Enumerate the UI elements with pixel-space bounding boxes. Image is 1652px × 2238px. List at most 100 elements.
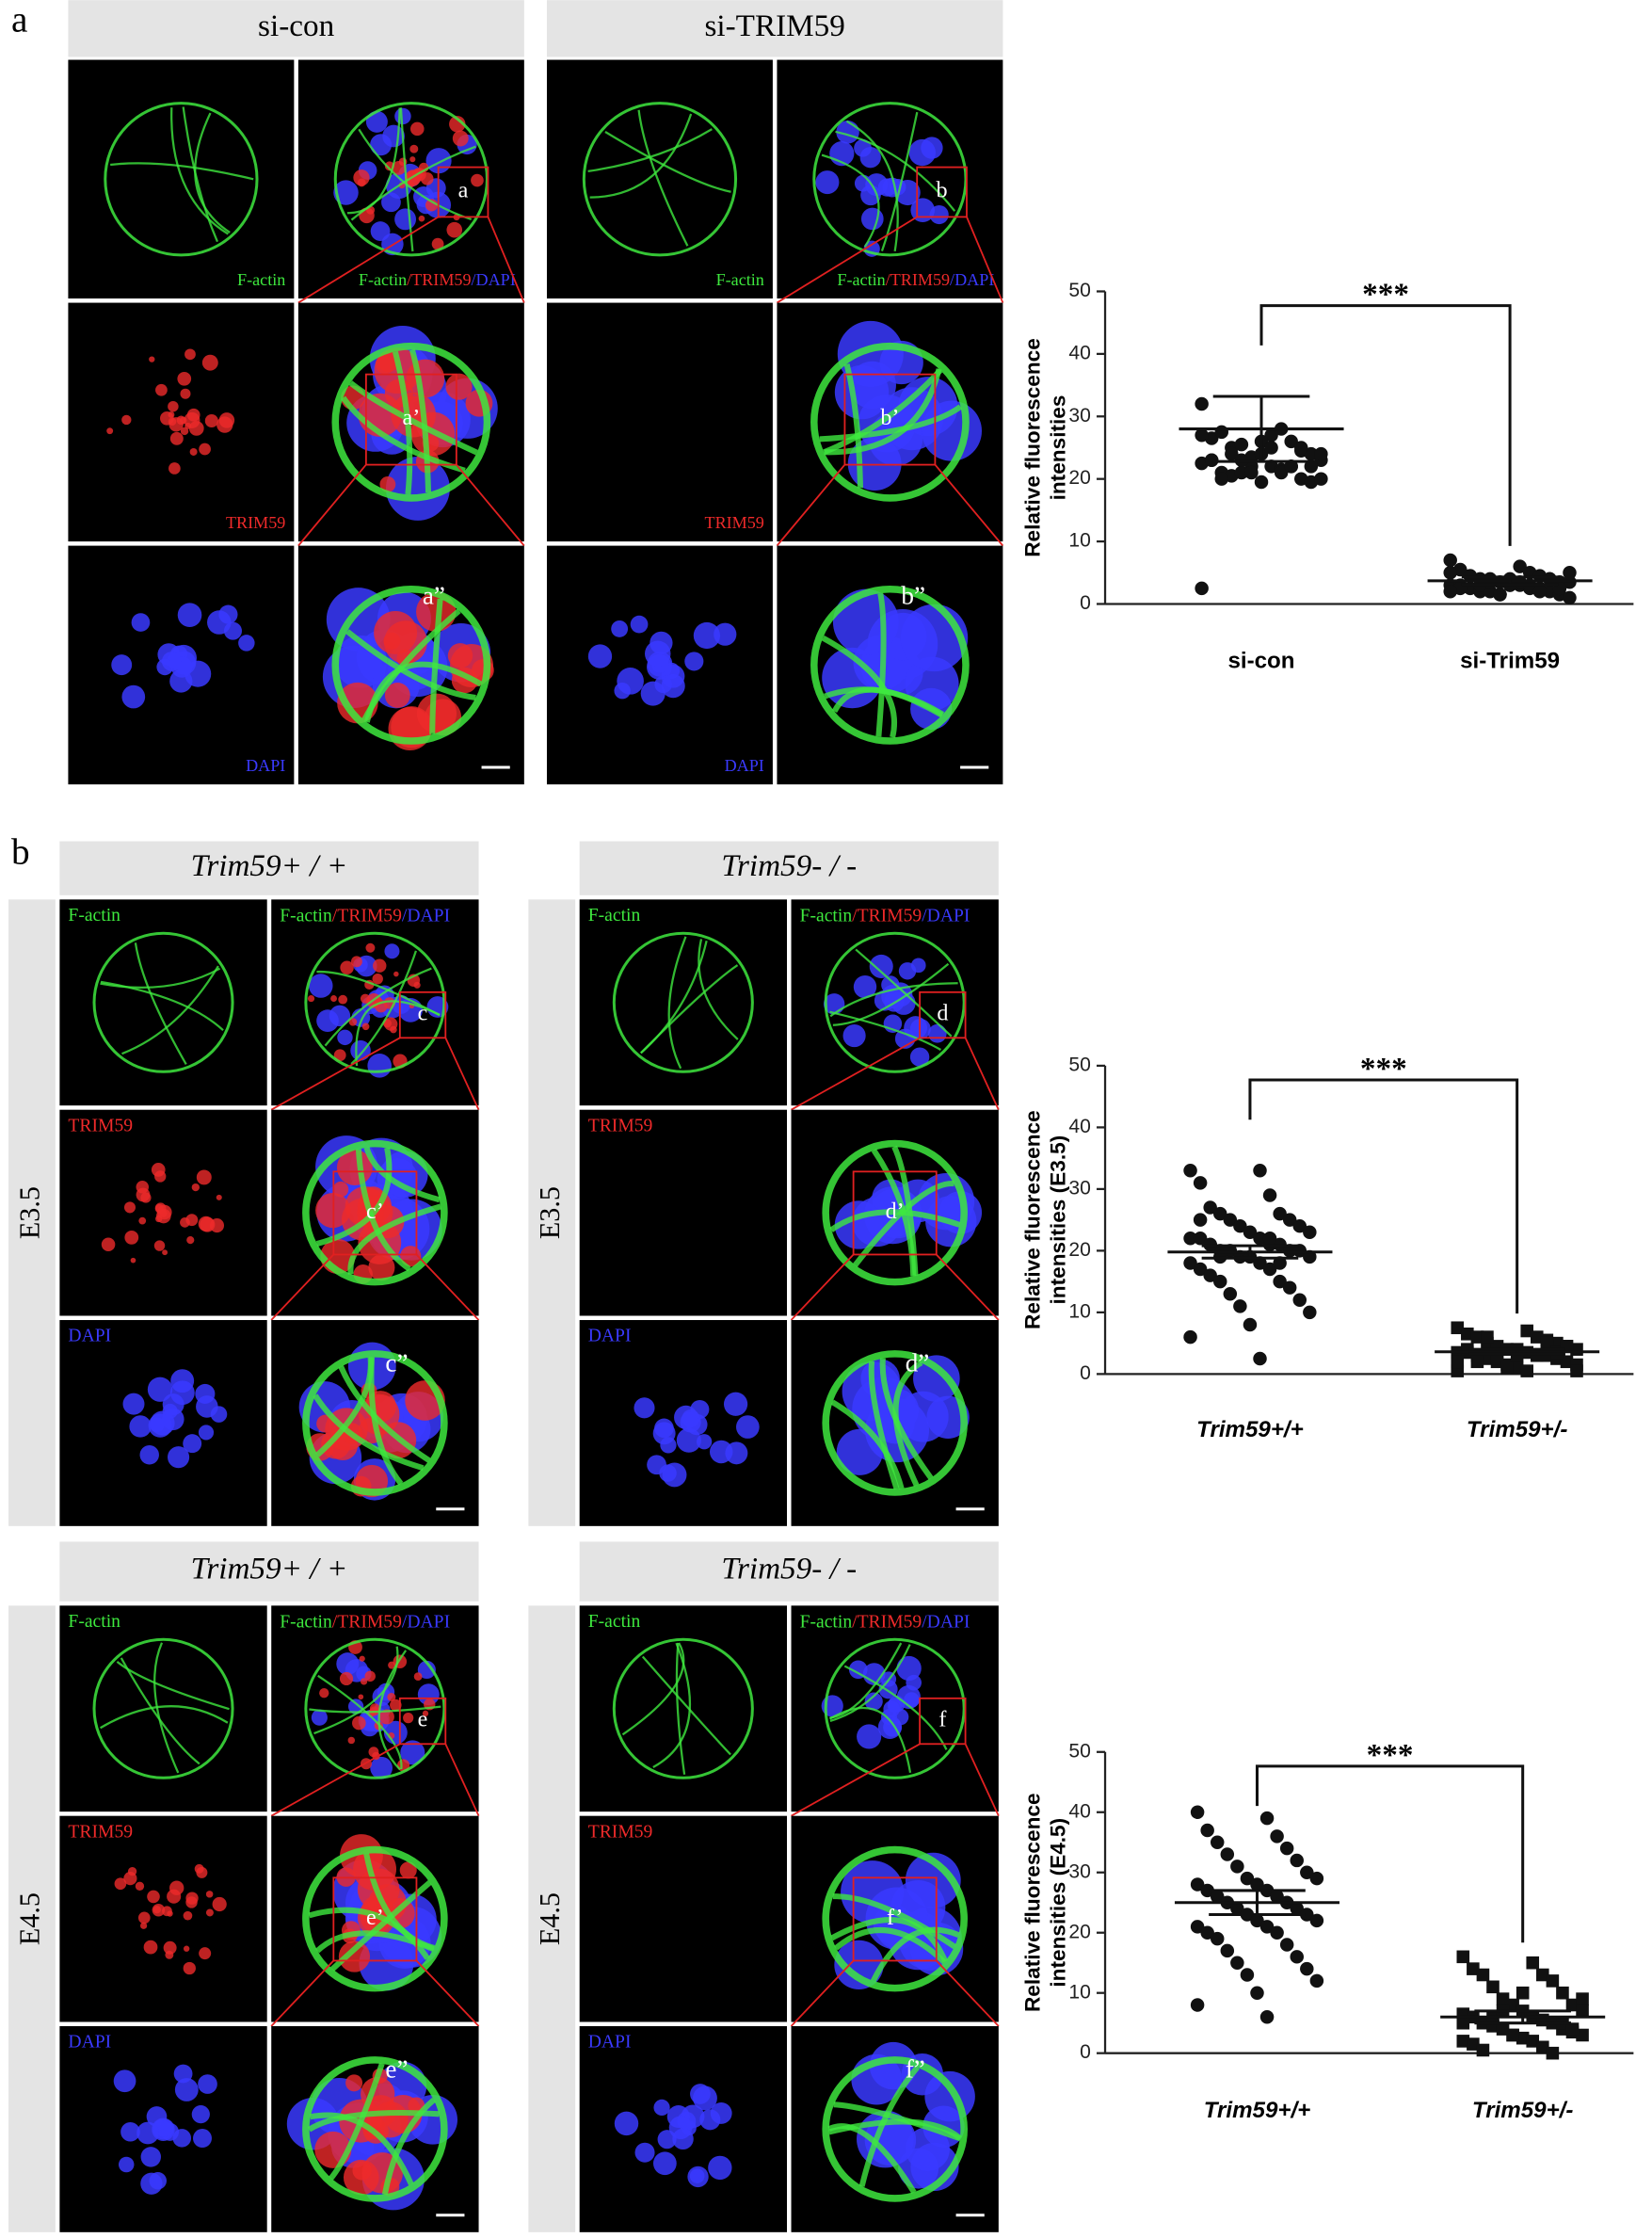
zoom-line [444,1037,480,1111]
channel-label: F-actin [237,270,285,289]
actin-fiber [358,128,473,221]
zoom-line [966,217,1004,303]
nucleus [853,974,877,999]
nucleus [162,1403,178,1419]
trim59-signal [359,1655,365,1662]
trim59-signal [101,1237,116,1251]
actin-fiber [828,2118,963,2141]
actin-fiber [153,1642,180,1774]
actin-fiber [853,1181,954,1267]
y-axis-label: intensities (E3.5) [1047,1135,1070,1305]
actin-fiber [182,106,219,243]
trim59-signal [140,1192,152,1203]
data-point [1213,1206,1227,1221]
y-tick-label: 30 [1068,405,1090,427]
actin-ring [302,1139,448,1286]
trim59-signal [390,1025,397,1034]
channel-label-part: /TRIM59 [407,270,471,289]
zoom-box [916,166,968,218]
data-point [1203,1268,1217,1282]
y-axis-label: Relative fluorescence [1021,1110,1045,1329]
actin-fiber [879,1358,934,1480]
nucleus [136,2121,159,2145]
channel-label-part: F-actin [359,270,407,289]
data-point [1234,465,1249,480]
data-point [1290,1950,1304,1964]
data-point [1493,588,1507,602]
actin-fiber [858,2065,920,2187]
data-point [1461,1328,1474,1341]
actin-fiber [100,980,224,1032]
channel-label: TRIM59 [588,1116,653,1135]
nucleus [709,1440,733,1464]
actin-fiber [637,109,689,247]
nucleus [381,192,401,213]
actin-fiber [829,1644,911,1722]
data-point [1233,1299,1247,1313]
significance-bracket [1259,304,1512,546]
data-point [1183,1164,1197,1178]
actin-fiber [313,1646,399,1735]
actin-fiber [843,362,863,489]
channel-label-part: /DAPI [950,270,994,289]
data-point [1250,1913,1264,1928]
nucleus [111,654,133,676]
nucleus [614,2111,639,2136]
trim59-signal [183,1910,193,1921]
actin-fiber [409,348,432,493]
nucleus [140,2172,163,2195]
trim59-signal [452,130,469,147]
zoom-label: c” [385,1348,408,1377]
data-point [1443,553,1457,568]
channel-label: DAPI [588,2033,632,2053]
data-point [1244,465,1259,480]
data-point [1262,1188,1277,1202]
actin-fiber [363,1146,441,1203]
data-point [1565,1998,1580,2012]
nucleus [365,110,388,133]
actin-fiber [170,107,229,235]
data-point [1300,1865,1314,1879]
nucleus [370,134,393,156]
channel-label: DAPI [68,2033,111,2053]
trim59-signal [319,1688,329,1699]
nucleus [118,2156,135,2173]
actin-fiber [317,1674,403,1770]
data-point [1214,472,1229,486]
actin-fiber [310,2112,414,2186]
data-point [1259,1811,1275,1826]
nucleus [139,1444,159,1465]
trim59-signal [364,1670,376,1683]
nucleus [714,622,737,646]
data-point [1193,1176,1208,1190]
data-point [1309,1913,1324,1928]
actin-fiber [120,1657,200,1765]
nucleus [921,137,943,159]
zoom-line [415,1959,480,2027]
trim59-signal [168,411,175,418]
data-point [1451,1321,1465,1335]
actin-ring [104,102,259,257]
zoom-label: d [937,1001,948,1026]
trim59-signal [360,1678,368,1685]
data-point [1223,1286,1238,1301]
nucleus [177,603,202,628]
channel-label-part: /DAPI [472,270,516,289]
channel-label: F-actin [716,270,764,289]
data-point [1250,1877,1264,1892]
data-point [1253,1351,1267,1366]
y-tick-label: 10 [1068,530,1090,552]
actin-fiber [377,1650,408,1771]
trim59-signal [361,1022,370,1031]
actin-fiber [338,1365,431,1463]
data-point [1225,446,1239,461]
actin-fiber [827,2123,917,2195]
actin-fiber [324,967,432,1047]
nucleus [168,1446,190,1469]
data-point [1240,1871,1255,1886]
data-point [1200,1883,1214,1898]
nucleus [887,1698,903,1713]
actin-fiber [355,1149,411,1272]
channel-label: F-actin [68,1612,120,1632]
actin-fiber [855,948,953,1038]
